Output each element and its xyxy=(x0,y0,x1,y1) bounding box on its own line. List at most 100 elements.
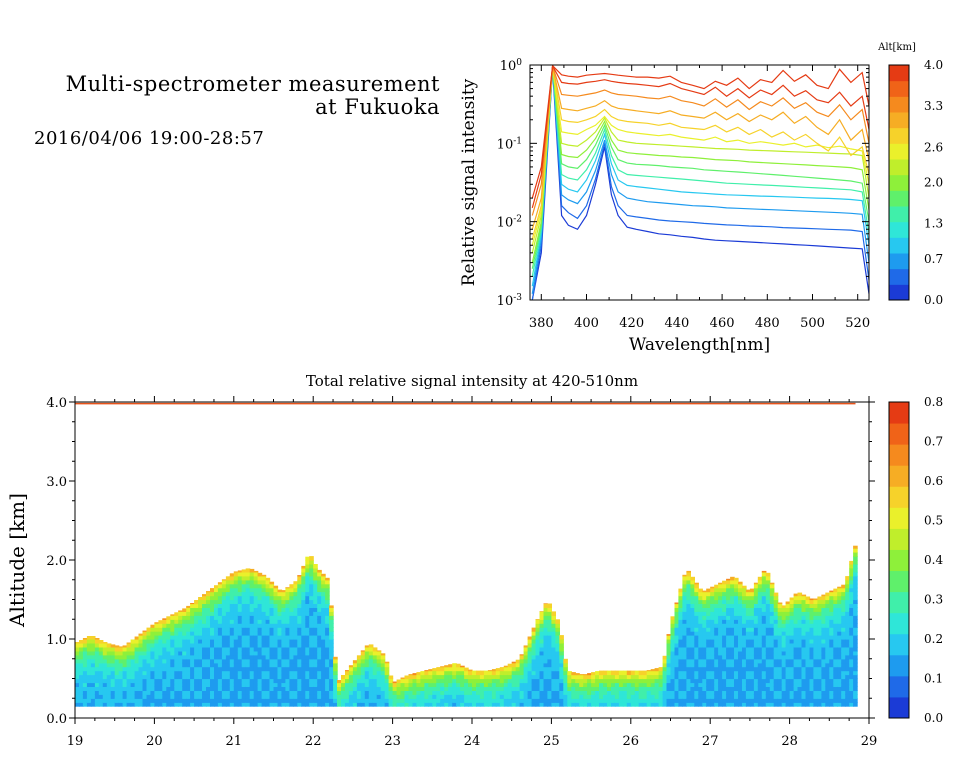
heatmap-cell xyxy=(249,599,255,604)
heatmap-cell xyxy=(241,662,247,668)
heatmap-cell xyxy=(837,591,842,597)
heatmap-cell xyxy=(535,654,541,660)
heatmap-cell xyxy=(210,698,215,703)
heatmap-cell xyxy=(424,702,429,707)
heatmap-cell xyxy=(229,591,235,597)
heatmap-cell xyxy=(821,642,826,648)
heatmap-cell xyxy=(829,603,834,608)
heatmap-cell xyxy=(154,662,159,668)
heatmap-cell xyxy=(182,627,187,632)
heatmap-cell xyxy=(821,607,826,612)
heatmap-cell xyxy=(630,698,636,703)
heatmap-cell xyxy=(483,690,489,695)
heatmap-cell xyxy=(821,678,826,684)
heatmap-cell xyxy=(75,694,80,699)
heatmap-cell xyxy=(757,698,763,703)
alt-colorbar-label: 0.7 xyxy=(924,252,943,266)
heatmap-cell xyxy=(543,642,549,648)
heatmap-cell xyxy=(614,674,620,680)
heatmap-cell xyxy=(154,658,159,664)
heatmap-cell xyxy=(325,642,330,648)
heatmap-cell xyxy=(773,595,779,601)
heatmap-cell xyxy=(388,702,394,707)
heatmap-cell xyxy=(495,678,501,684)
heatmap-cell xyxy=(257,639,263,644)
heatmap-cell xyxy=(221,631,227,636)
heatmap-cell xyxy=(495,698,501,703)
heatmap-cell xyxy=(166,650,171,656)
heatmap-cell xyxy=(253,627,259,632)
heatmap-cell xyxy=(317,658,322,664)
heatmap-cell xyxy=(722,690,727,695)
heatmap-cell xyxy=(118,690,124,695)
heatmap-cell xyxy=(221,666,227,672)
heatmap-cell xyxy=(432,702,437,707)
heatmap-cell xyxy=(253,702,259,707)
heatmap-cell xyxy=(210,599,215,604)
heatmap-cell xyxy=(730,595,735,601)
heatmap-cell xyxy=(396,679,402,684)
heatmap-cell xyxy=(178,690,183,695)
heatmap-cell xyxy=(694,603,699,608)
heatmap-cell xyxy=(813,598,818,601)
heatmap-cell xyxy=(614,690,620,695)
heatmap-cell xyxy=(626,682,632,687)
heatmap-cell xyxy=(773,642,779,648)
heatmap-cell xyxy=(666,678,672,684)
heatmap-cell xyxy=(432,686,437,691)
heatmap-cell xyxy=(190,615,195,620)
heatmap-cell xyxy=(805,674,811,680)
heatmap-cell xyxy=(698,674,703,680)
heatmap-cell xyxy=(698,650,703,656)
heatmap-cell xyxy=(146,650,152,656)
title-line-1: Multi-spectrometer measurement xyxy=(65,72,440,96)
heatmap-cell xyxy=(265,639,271,644)
heatmap-cell xyxy=(388,675,394,680)
alt-colorbar-label: 2.6 xyxy=(924,140,943,154)
heatmap-cell xyxy=(174,690,179,695)
heatmap-cell xyxy=(241,587,247,593)
spectrum-line-0 xyxy=(531,68,869,300)
heatmap-cell xyxy=(642,674,648,680)
heatmap-cell xyxy=(253,690,259,695)
heatmap-cell xyxy=(249,591,255,597)
heatmap-cell xyxy=(261,615,267,620)
heatmap-cell xyxy=(293,694,298,699)
heatmap-cell xyxy=(337,698,342,703)
heatmap-cell xyxy=(241,678,247,684)
heatmap-cell xyxy=(190,619,195,624)
heatmap-cell xyxy=(734,615,739,620)
heatmap-cell xyxy=(221,607,227,612)
heatmap-cell xyxy=(277,611,283,616)
heatmap-cell xyxy=(674,646,680,652)
heatmap-cell xyxy=(650,694,656,699)
heatmap-cell xyxy=(198,597,203,601)
heatmap-cell xyxy=(253,678,259,684)
heatmap-cell xyxy=(734,599,739,604)
heatmap-cell xyxy=(523,658,529,664)
heatmap-cell xyxy=(809,650,815,656)
heatmap-cell xyxy=(714,670,719,676)
heatmap-cell xyxy=(241,569,247,573)
heatmap-cell xyxy=(821,702,826,707)
heatmap-cell xyxy=(710,603,715,608)
heatmap-cell xyxy=(317,611,322,616)
heatmap-cell xyxy=(313,694,318,699)
heatmap-cell xyxy=(150,678,155,684)
heatmap-cell xyxy=(825,635,830,640)
heatmap-cell xyxy=(837,635,842,640)
heatmap-cell xyxy=(742,611,747,616)
heatmap-cell xyxy=(511,662,517,668)
heatmap-cell xyxy=(769,583,775,589)
heatmap-cell xyxy=(273,611,279,616)
heatmap-cell xyxy=(289,646,294,652)
heatmap-cell xyxy=(785,662,791,668)
heatmap-cell xyxy=(829,627,834,632)
heatmap-cell xyxy=(793,674,799,680)
heatmap-cell xyxy=(281,639,286,644)
alt-colorbar-frame xyxy=(888,64,910,301)
heatmap-cell xyxy=(384,661,390,664)
heatmap-cell xyxy=(821,694,826,699)
heatmap-cell xyxy=(221,678,227,684)
heatmap-cell xyxy=(769,658,775,664)
